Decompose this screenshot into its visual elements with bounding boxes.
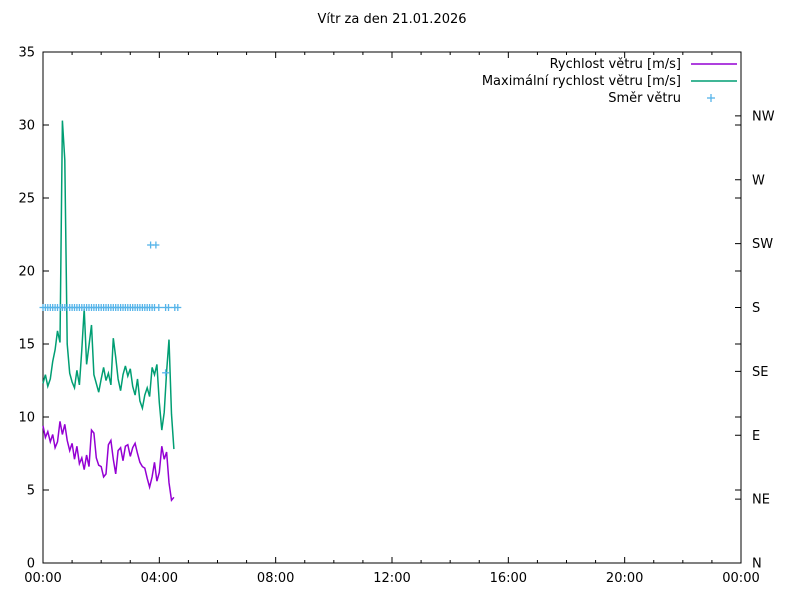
y-tick-label: 10 <box>18 411 35 426</box>
axis-tick-labels: 0 5 10 15 20 25 30 35 N NE E SE S SW W NW 00:00 04:00 08:0… <box>18 46 774 587</box>
y2-tick-label: S <box>752 301 760 316</box>
y2-tick-label: E <box>752 429 760 444</box>
y-tick-label: 35 <box>18 46 35 61</box>
x-tick-label: 00:00 <box>722 571 759 586</box>
y-tick-label: 30 <box>18 119 35 134</box>
y-tick-label: 0 <box>27 557 35 572</box>
chart-title: Vítr za den 21.01.2026 <box>317 12 467 27</box>
legend-item-wind-direction: Směr větru <box>608 90 738 106</box>
legend-label-wind-direction: Směr větru <box>608 90 681 106</box>
series-line-0 <box>42 421 175 502</box>
y-tick-label: 5 <box>27 484 35 499</box>
y2-tick-label: NW <box>752 109 775 124</box>
legend-item-wind-speed: Rychlost větru [m/s] <box>549 56 738 72</box>
legend-item-max-wind-speed: Maximální rychlost větru [m/s] <box>481 73 738 89</box>
y-tick-label: 15 <box>18 338 35 353</box>
y2-tick-label: W <box>752 173 765 188</box>
y2-tick-label: NE <box>752 493 770 508</box>
y2-tick-label: SE <box>752 365 768 380</box>
axis-ticks <box>42 51 742 564</box>
x-tick-label: 04:00 <box>141 571 178 586</box>
direction-markers <box>39 241 182 377</box>
plus-marker-icon <box>707 94 715 102</box>
legend-label-max-wind-speed: Maximální rychlost větru [m/s] <box>481 73 681 89</box>
series-line-1 <box>42 120 175 450</box>
x-tick-label: 08:00 <box>257 571 294 586</box>
line-sample-icon <box>691 63 737 65</box>
y2-tick-label: SW <box>752 237 773 252</box>
x-tick-label: 20:00 <box>606 571 643 586</box>
y-tick-label: 20 <box>18 265 35 280</box>
x-tick-label: 12:00 <box>373 571 410 586</box>
legend-label-wind-speed: Rychlost větru [m/s] <box>549 56 681 72</box>
x-tick-label: 00:00 <box>24 571 61 586</box>
x-tick-label: 16:00 <box>490 571 527 586</box>
y2-tick-label: N <box>752 557 762 572</box>
y-tick-label: 25 <box>18 192 35 207</box>
legend: Rychlost větru [m/s] Maximální rychlost … <box>481 56 738 106</box>
line-sample-icon <box>691 80 737 82</box>
